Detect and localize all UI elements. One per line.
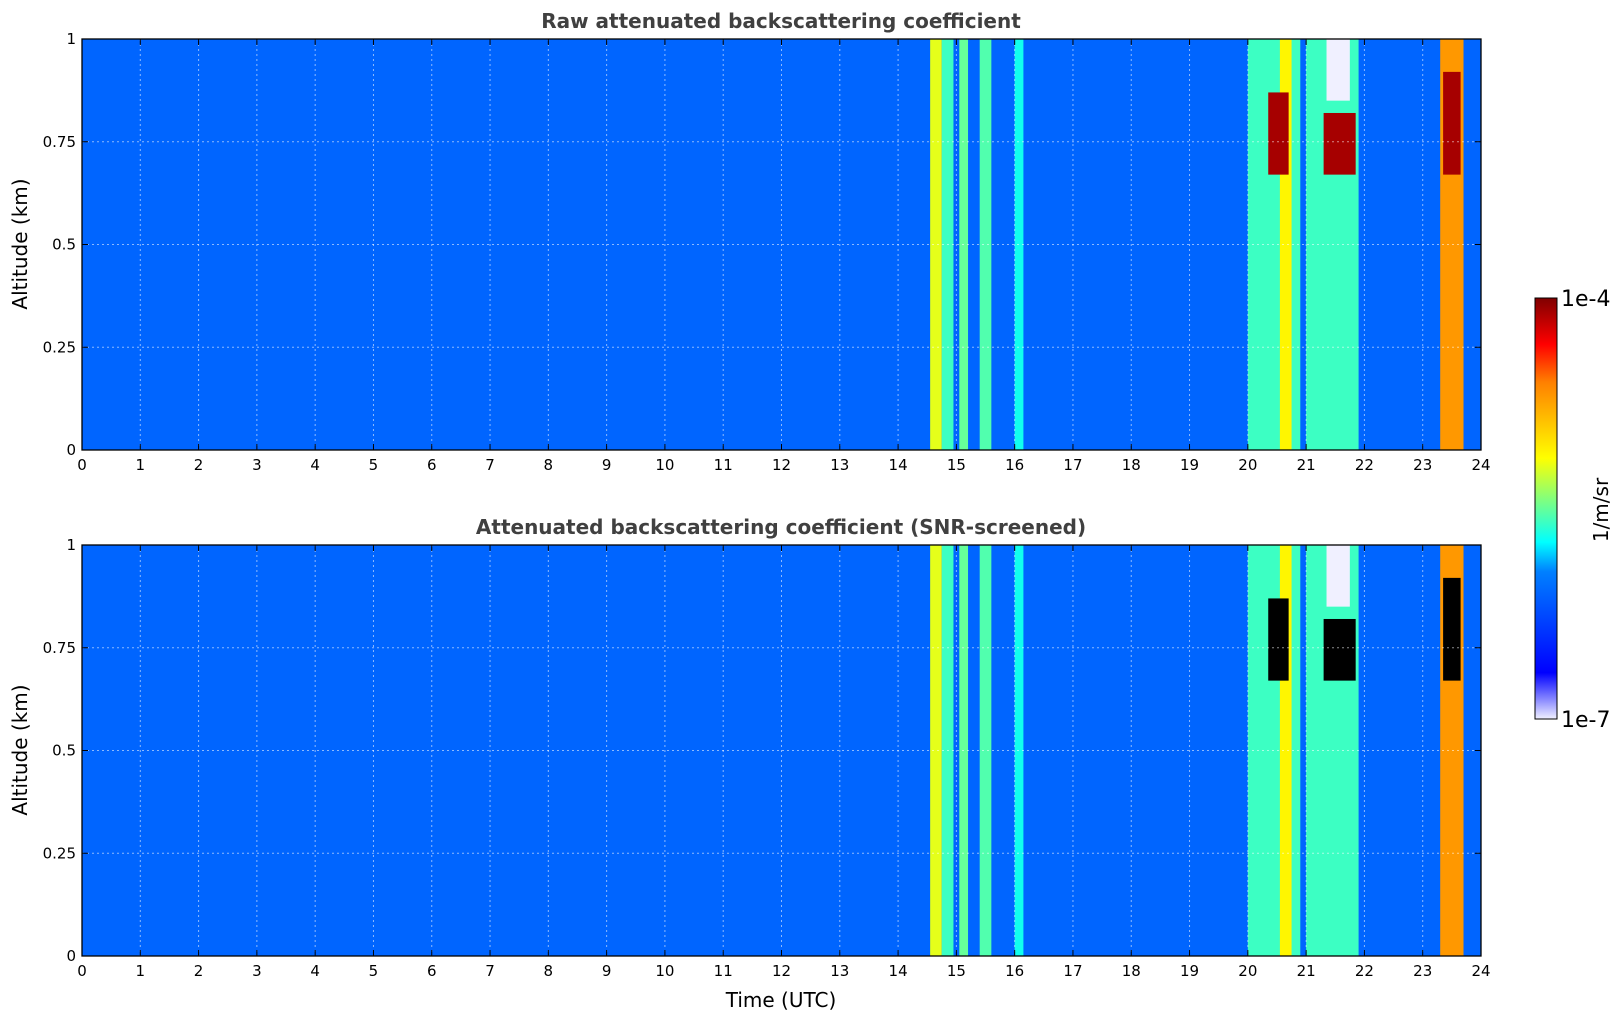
heatmap-feature-12 bbox=[1443, 577, 1461, 681]
heatmap-feature-0 bbox=[930, 545, 942, 956]
x-tick-label: 15 bbox=[947, 962, 966, 980]
heatmap-feature-10 bbox=[1326, 545, 1350, 607]
x-tick-label: 19 bbox=[1180, 962, 1199, 980]
y-tick-label: 0 bbox=[66, 947, 76, 965]
x-tick-label: 20 bbox=[1238, 456, 1257, 474]
x-tick-label: 14 bbox=[889, 456, 908, 474]
heatmap-feature-4 bbox=[1014, 545, 1024, 956]
x-tick-label: 5 bbox=[369, 962, 379, 980]
y-tick-label: 0.5 bbox=[52, 236, 76, 254]
heatmap-feature-3 bbox=[979, 545, 992, 956]
x-tick-label: 7 bbox=[485, 962, 495, 980]
colorbar: 1e-4 1e-7 1/m/sr bbox=[1534, 287, 1613, 733]
panel-raw-grid bbox=[82, 39, 1481, 450]
x-tick-label: 20 bbox=[1238, 962, 1257, 980]
x-tick-label: 0 bbox=[77, 456, 87, 474]
x-tick-label: 19 bbox=[1180, 456, 1199, 474]
heatmap-feature-6 bbox=[1279, 39, 1292, 450]
x-tick-label: 6 bbox=[427, 456, 437, 474]
heatmap-feature-9 bbox=[1323, 112, 1356, 175]
colorbar-min-label: 1e-7 bbox=[1561, 708, 1610, 733]
heatmap-feature-9 bbox=[1323, 618, 1356, 681]
y-tick-label: 0.75 bbox=[43, 133, 76, 151]
panel-raw-yticks: 0 0.25 0.5 0.75 1 bbox=[43, 30, 1481, 459]
x-tick-label: 21 bbox=[1297, 456, 1316, 474]
x-tick-label: 4 bbox=[310, 962, 320, 980]
panel-raw: Raw attenuated backscattering coefficien… bbox=[8, 9, 1491, 474]
panel-raw-title: Raw attenuated backscattering coefficien… bbox=[541, 9, 1021, 33]
panel-raw-ylabel: Altitude (km) bbox=[8, 178, 32, 309]
x-tick-label: 22 bbox=[1355, 962, 1374, 980]
colorbar-gradient bbox=[1534, 297, 1558, 720]
x-tick-label: 9 bbox=[602, 962, 612, 980]
x-tick-label: 16 bbox=[1005, 962, 1024, 980]
colorbar-max-label: 1e-4 bbox=[1561, 287, 1610, 312]
y-tick-label: 0 bbox=[66, 441, 76, 459]
y-tick-label: 0.25 bbox=[43, 338, 76, 356]
x-tick-label: 1 bbox=[136, 962, 146, 980]
x-tick-label: 7 bbox=[485, 456, 495, 474]
x-tick-label: 23 bbox=[1413, 962, 1432, 980]
x-tick-label: 9 bbox=[602, 456, 612, 474]
x-tick-label: 18 bbox=[1122, 962, 1141, 980]
x-tick-label: 13 bbox=[830, 962, 849, 980]
x-tick-label: 11 bbox=[714, 962, 733, 980]
x-tick-label: 1 bbox=[136, 456, 146, 474]
x-tick-label: 3 bbox=[252, 962, 262, 980]
colorbar-unit-label: 1/m/sr bbox=[1589, 477, 1613, 542]
heatmap-feature-6 bbox=[1279, 545, 1292, 956]
x-tick-label: 17 bbox=[1063, 962, 1082, 980]
x-tick-label: 14 bbox=[889, 962, 908, 980]
heatmap-feature-7 bbox=[1268, 92, 1289, 175]
x-tick-label: 22 bbox=[1355, 456, 1374, 474]
heatmap-feature-4 bbox=[1014, 39, 1024, 450]
panel-screened-ylabel: Altitude (km) bbox=[8, 684, 32, 815]
x-tick-label: 10 bbox=[655, 962, 674, 980]
heatmap-feature-12 bbox=[1443, 71, 1461, 175]
x-tick-label: 13 bbox=[830, 456, 849, 474]
x-tick-label: 8 bbox=[544, 456, 554, 474]
panel-raw-xticks: 0 1 2 3 4 5 6 7 8 9 10 11 12 13 14 15 16 17 18 19 20 21 22 23 24 bbox=[77, 39, 1491, 474]
x-tick-label: 6 bbox=[427, 962, 437, 980]
panel-screened-xticks: 0 1 2 3 4 5 6 7 8 9 10 11 12 13 14 15 16 17 18 19 20 21 22 23 24 bbox=[77, 545, 1491, 980]
x-tick-label: 16 bbox=[1005, 456, 1024, 474]
y-tick-label: 1 bbox=[66, 536, 76, 554]
x-tick-label: 10 bbox=[655, 456, 674, 474]
x-tick-label: 17 bbox=[1063, 456, 1082, 474]
heatmap-feature-3 bbox=[979, 39, 992, 450]
x-tick-label: 5 bbox=[369, 456, 379, 474]
panel-screened-title: Attenuated backscattering coefficient (S… bbox=[476, 515, 1086, 539]
x-tick-label: 3 bbox=[252, 456, 262, 474]
x-tick-label: 8 bbox=[544, 962, 554, 980]
y-tick-label: 1 bbox=[66, 30, 76, 48]
panel-screened-grid bbox=[82, 545, 1481, 956]
x-tick-label: 2 bbox=[194, 962, 204, 980]
x-tick-label: 18 bbox=[1122, 456, 1141, 474]
heatmap-feature-0 bbox=[930, 39, 942, 450]
y-tick-label: 0.5 bbox=[52, 742, 76, 760]
x-axis-label: Time (UTC) bbox=[725, 988, 837, 1012]
x-tick-label: 0 bbox=[77, 962, 87, 980]
x-tick-label: 12 bbox=[772, 456, 791, 474]
x-tick-label: 12 bbox=[772, 962, 791, 980]
x-tick-label: 24 bbox=[1471, 456, 1490, 474]
panel-screened-yticks: 0 0.25 0.5 0.75 1 bbox=[43, 536, 1481, 965]
x-tick-label: 21 bbox=[1297, 962, 1316, 980]
x-tick-label: 2 bbox=[194, 456, 204, 474]
x-tick-label: 24 bbox=[1471, 962, 1490, 980]
x-tick-label: 11 bbox=[714, 456, 733, 474]
heatmap-feature-7 bbox=[1268, 598, 1289, 681]
heatmap-feature-10 bbox=[1326, 39, 1350, 101]
x-tick-label: 23 bbox=[1413, 456, 1432, 474]
panel-screened: Attenuated backscattering coefficient (S… bbox=[8, 515, 1491, 1012]
y-tick-label: 0.75 bbox=[43, 639, 76, 657]
y-tick-label: 0.25 bbox=[43, 844, 76, 862]
x-tick-label: 4 bbox=[310, 456, 320, 474]
x-tick-label: 15 bbox=[947, 456, 966, 474]
